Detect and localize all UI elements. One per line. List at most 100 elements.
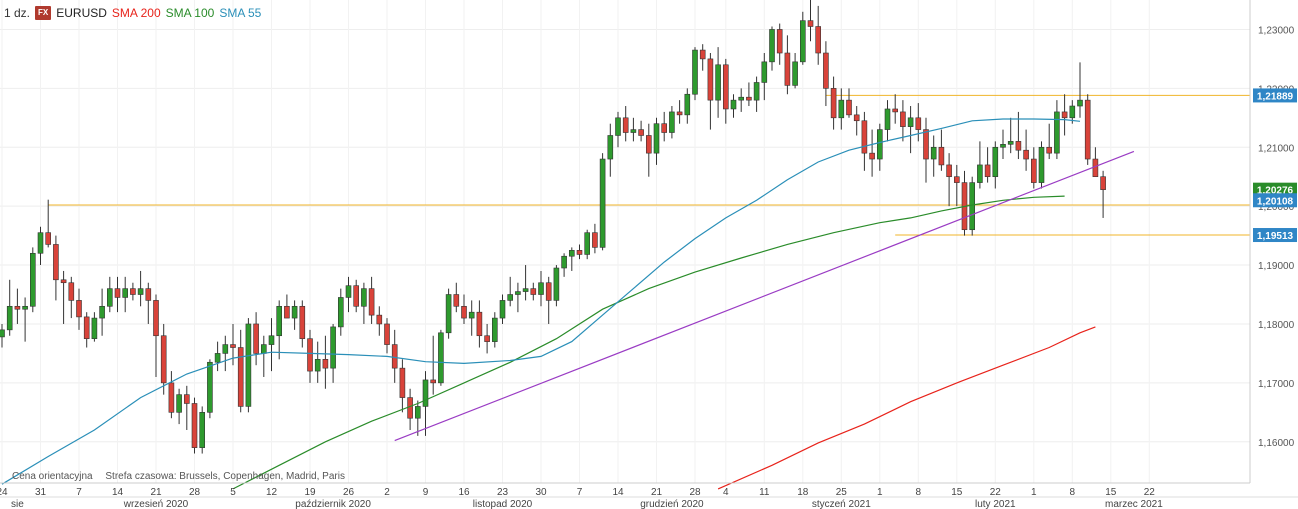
- candle-body: [730, 99, 737, 110]
- symbol-label[interactable]: EURUSD: [56, 6, 107, 20]
- sma55-label[interactable]: SMA 55: [219, 6, 262, 20]
- candle-body: [384, 323, 390, 345]
- candle-body: [37, 232, 44, 254]
- candle-body: [969, 182, 976, 231]
- candle-body: [99, 305, 105, 319]
- candle-body: [846, 99, 852, 116]
- candle: [892, 94, 899, 124]
- x-tick-label: 8: [916, 487, 922, 498]
- candle: [992, 141, 999, 189]
- period-label[interactable]: 1 dz.: [4, 6, 31, 20]
- candle-body: [191, 403, 198, 448]
- candle: [615, 111, 621, 148]
- candle: [399, 359, 406, 413]
- candle: [199, 406, 205, 454]
- candle-body: [307, 338, 313, 372]
- candle-body: [538, 282, 544, 295]
- month-label: październik 2020: [295, 499, 371, 509]
- candle-body: [876, 129, 883, 160]
- candle: [807, 0, 814, 42]
- candle-body: [137, 288, 144, 295]
- candle: [1038, 141, 1045, 189]
- candle: [815, 5, 822, 65]
- x-tick-label: 1: [1031, 487, 1037, 498]
- candle: [676, 100, 683, 124]
- candle-body: [0, 329, 5, 338]
- candle: [384, 318, 390, 354]
- candle: [669, 106, 675, 139]
- candle-body: [753, 82, 760, 101]
- timezone-note: Strefa czasowa: Brussels, Copenhagen, Ma…: [105, 471, 345, 482]
- candle: [576, 244, 583, 260]
- price-tag: 1,19513: [1253, 228, 1297, 243]
- candle-body: [368, 288, 375, 316]
- candle: [353, 279, 360, 313]
- candle-body: [76, 300, 82, 318]
- sma200-label[interactable]: SMA 200: [111, 6, 161, 20]
- candle-body: [568, 250, 575, 257]
- price-tag-label: 1,19513: [1257, 231, 1294, 242]
- x-tick-label: 24: [0, 487, 8, 498]
- candle-body: [253, 323, 259, 354]
- candle: [291, 300, 298, 330]
- candle-body: [930, 146, 937, 160]
- candle: [684, 88, 691, 124]
- candle-body: [992, 146, 999, 178]
- candle: [653, 117, 660, 165]
- candle: [699, 44, 706, 71]
- x-tick-label: 14: [112, 487, 124, 498]
- candle-body: [738, 96, 745, 101]
- candle: [153, 294, 159, 377]
- candle: [276, 300, 283, 360]
- candle: [1023, 129, 1029, 171]
- chart-footnote: Cena orientacyjna Strefa czasowa: Brusse…: [12, 471, 355, 482]
- candle-body: [45, 232, 52, 245]
- candle: [799, 11, 806, 65]
- candle-body: [199, 412, 205, 448]
- candle-body: [6, 305, 13, 331]
- candle: [491, 312, 498, 348]
- candle: [422, 371, 429, 436]
- candle: [122, 276, 128, 313]
- candle: [168, 371, 175, 419]
- candle-body: [445, 294, 452, 334]
- candle-body: [977, 164, 983, 183]
- horizontal-levels[interactable]: [48, 94, 1250, 236]
- price-tag-box: [1253, 193, 1297, 208]
- candle: [622, 106, 629, 142]
- candle-body: [915, 117, 922, 130]
- candle: [68, 276, 75, 319]
- candle: [776, 23, 783, 65]
- candle: [715, 47, 721, 118]
- x-tick-label: 1: [877, 487, 883, 498]
- candle-body: [361, 288, 367, 307]
- candle-body: [823, 52, 829, 89]
- candle-body: [499, 300, 506, 319]
- candle-body: [561, 255, 567, 269]
- x-tick-label: 8: [1070, 487, 1076, 498]
- candle-body: [276, 305, 283, 337]
- candle-body: [661, 123, 668, 133]
- sma100-label[interactable]: SMA 100: [165, 6, 215, 20]
- price-tag: 1,20276: [1253, 182, 1297, 197]
- candle-body: [853, 114, 860, 122]
- candle-body: [592, 232, 598, 248]
- candle: [284, 294, 290, 319]
- candle-body: [414, 406, 421, 419]
- candle: [337, 288, 344, 336]
- candle-body: [599, 158, 606, 248]
- x-tick-label: 21: [150, 487, 162, 498]
- price-type-note: Cena orientacyjna: [12, 471, 93, 482]
- candle-body: [1077, 99, 1083, 107]
- x-tick-label: 22: [1144, 487, 1156, 498]
- candle-body: [1054, 111, 1060, 154]
- candle: [314, 341, 321, 383]
- candle: [530, 282, 537, 301]
- candle: [953, 164, 960, 207]
- candle: [738, 88, 745, 112]
- candle: [707, 53, 714, 130]
- candle-body: [260, 344, 267, 354]
- candle-body: [245, 323, 252, 407]
- candle: [1054, 100, 1060, 160]
